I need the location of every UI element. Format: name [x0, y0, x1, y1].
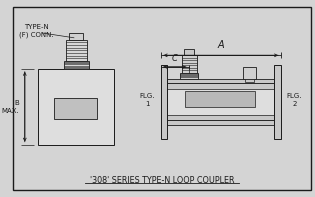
- Bar: [182, 55, 197, 73]
- Bar: [185, 91, 255, 107]
- Bar: [274, 65, 281, 139]
- Text: C: C: [172, 54, 178, 63]
- Text: '308' SERIES TYPE-N LOOP COUPLER: '308' SERIES TYPE-N LOOP COUPLER: [90, 176, 234, 185]
- Circle shape: [100, 131, 109, 139]
- Bar: [168, 79, 274, 84]
- Bar: [66, 40, 87, 61]
- Bar: [245, 79, 254, 83]
- Bar: [168, 84, 274, 120]
- Bar: [54, 98, 97, 119]
- Text: FLG.
1: FLG. 1: [139, 93, 155, 107]
- Circle shape: [44, 131, 53, 139]
- Text: B
MAX.: B MAX.: [1, 100, 19, 113]
- Bar: [69, 33, 83, 40]
- Bar: [184, 49, 194, 55]
- Bar: [168, 114, 274, 120]
- Bar: [168, 84, 274, 89]
- Circle shape: [100, 74, 109, 83]
- Text: A: A: [218, 40, 224, 50]
- Bar: [64, 61, 89, 69]
- Bar: [168, 120, 274, 125]
- Text: TYPE-N
(F) CONN.: TYPE-N (F) CONN.: [19, 24, 54, 38]
- Bar: [243, 67, 256, 79]
- Bar: [38, 69, 114, 145]
- Bar: [180, 73, 198, 79]
- Circle shape: [44, 74, 53, 83]
- Bar: [161, 65, 168, 139]
- Text: FLG.
2: FLG. 2: [287, 93, 302, 107]
